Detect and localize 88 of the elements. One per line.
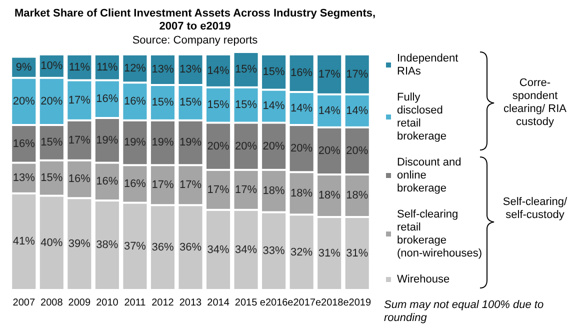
data-label: 13% xyxy=(12,172,36,184)
x-tick-label: e2019 xyxy=(343,298,372,308)
data-label: 20% xyxy=(262,140,286,152)
data-label: 18% xyxy=(346,190,368,202)
data-label: 31% xyxy=(346,247,368,260)
data-label: 14% xyxy=(346,104,368,117)
data-label: 17% xyxy=(152,179,174,192)
data-label: 16% xyxy=(68,173,91,186)
text: Sum may not equal 100% due to rounding xyxy=(384,299,545,325)
data-label: 18% xyxy=(262,185,286,198)
x-tick-label: 2013 xyxy=(179,298,202,308)
legend-label: Discount and online brokerage xyxy=(397,156,462,194)
data-label: 18% xyxy=(290,187,313,200)
x-tick-label: e2017 xyxy=(288,298,316,308)
data-label: 16% xyxy=(124,95,146,108)
data-label: 17% xyxy=(346,68,368,80)
data-label: 17% xyxy=(68,134,91,146)
data-label: 40% xyxy=(40,236,63,249)
data-label: 20% xyxy=(12,95,36,108)
x-tick-label: 2014 xyxy=(207,298,230,308)
data-label: 20% xyxy=(207,140,230,152)
data-label: 19% xyxy=(152,136,174,149)
data-label: 15% xyxy=(40,136,63,149)
data-label: 15% xyxy=(207,99,230,112)
legend-label: Self-clearing retail brokerage (non-wirehouses) xyxy=(397,208,482,260)
data-label: 18% xyxy=(318,190,341,202)
data-label: 32% xyxy=(290,246,313,258)
x-tick-label: 2010 xyxy=(96,298,119,308)
data-label: 39% xyxy=(68,238,91,250)
data-label: 14% xyxy=(262,100,286,112)
data-label: 38% xyxy=(96,239,118,252)
data-label: 16% xyxy=(96,176,118,188)
data-label: 17% xyxy=(68,94,91,106)
text: Corre-spondent clearing/ RIA custody xyxy=(502,77,568,129)
data-label: 34% xyxy=(207,244,230,256)
data-label: 15% xyxy=(179,96,202,109)
data-label: 17% xyxy=(207,184,230,196)
data-label: 14% xyxy=(290,102,313,115)
data-label: 11% xyxy=(68,61,90,74)
data-label: 20% xyxy=(235,140,258,152)
data-label: 16% xyxy=(12,138,36,150)
data-label: 37% xyxy=(124,240,146,252)
x-tick-label: 2012 xyxy=(152,298,174,308)
data-label: 17% xyxy=(235,184,258,196)
data-label: 34% xyxy=(235,244,258,256)
x-tick-label: e2016 xyxy=(260,298,288,308)
data-label: 31% xyxy=(318,247,341,260)
data-label: 36% xyxy=(152,242,174,254)
x-tick-label: 2009 xyxy=(68,298,91,308)
x-tick-label: e2018 xyxy=(315,298,344,308)
x-tick-label: 2008 xyxy=(40,298,64,308)
data-label: 20% xyxy=(40,95,63,108)
data-label: 19% xyxy=(124,136,146,149)
data-label: 10% xyxy=(40,60,63,72)
x-tick-label: 2007 xyxy=(12,298,36,308)
data-label: 19% xyxy=(96,134,118,146)
data-label: 15% xyxy=(262,66,286,78)
legend-label: Fully disclosed retail brokerage xyxy=(397,92,447,142)
data-label: 15% xyxy=(235,99,258,112)
data-label: 17% xyxy=(179,179,202,192)
data-label: 12% xyxy=(124,62,146,74)
data-label: 20% xyxy=(318,144,341,157)
data-label: 14% xyxy=(207,64,230,77)
data-label: 15% xyxy=(152,96,174,109)
data-label: 13% xyxy=(179,64,202,76)
data-label: 19% xyxy=(179,136,202,149)
chart-subtitle: Source: Company reports xyxy=(132,34,258,46)
data-label: 16% xyxy=(290,67,313,80)
data-label: 33% xyxy=(262,245,286,258)
data-label: 20% xyxy=(346,144,368,157)
data-label: 13% xyxy=(152,64,174,76)
data-label: 20% xyxy=(290,142,313,155)
text: Self-clearing/ self-custody xyxy=(502,196,568,222)
legend-label: Wirehouse xyxy=(397,274,450,286)
data-label: 9% xyxy=(16,61,32,74)
data-label: 15% xyxy=(235,64,258,76)
data-label: 11% xyxy=(96,61,118,74)
data-label: 36% xyxy=(179,242,202,254)
legend-label: Independent RIAs xyxy=(397,52,458,78)
data-label: 16% xyxy=(124,178,146,190)
data-label: 41% xyxy=(12,236,36,248)
x-tick-label: 2011 xyxy=(124,298,146,308)
data-label: 14% xyxy=(318,104,341,117)
data-label: 15% xyxy=(40,172,63,184)
data-label: 17% xyxy=(318,68,341,80)
x-tick-label: 2015 xyxy=(234,298,258,308)
chart-title: Market Share of Client Investment Assets Across Industry Segments, 2007 to e2019 xyxy=(14,8,376,32)
data-label: 16% xyxy=(96,93,118,106)
